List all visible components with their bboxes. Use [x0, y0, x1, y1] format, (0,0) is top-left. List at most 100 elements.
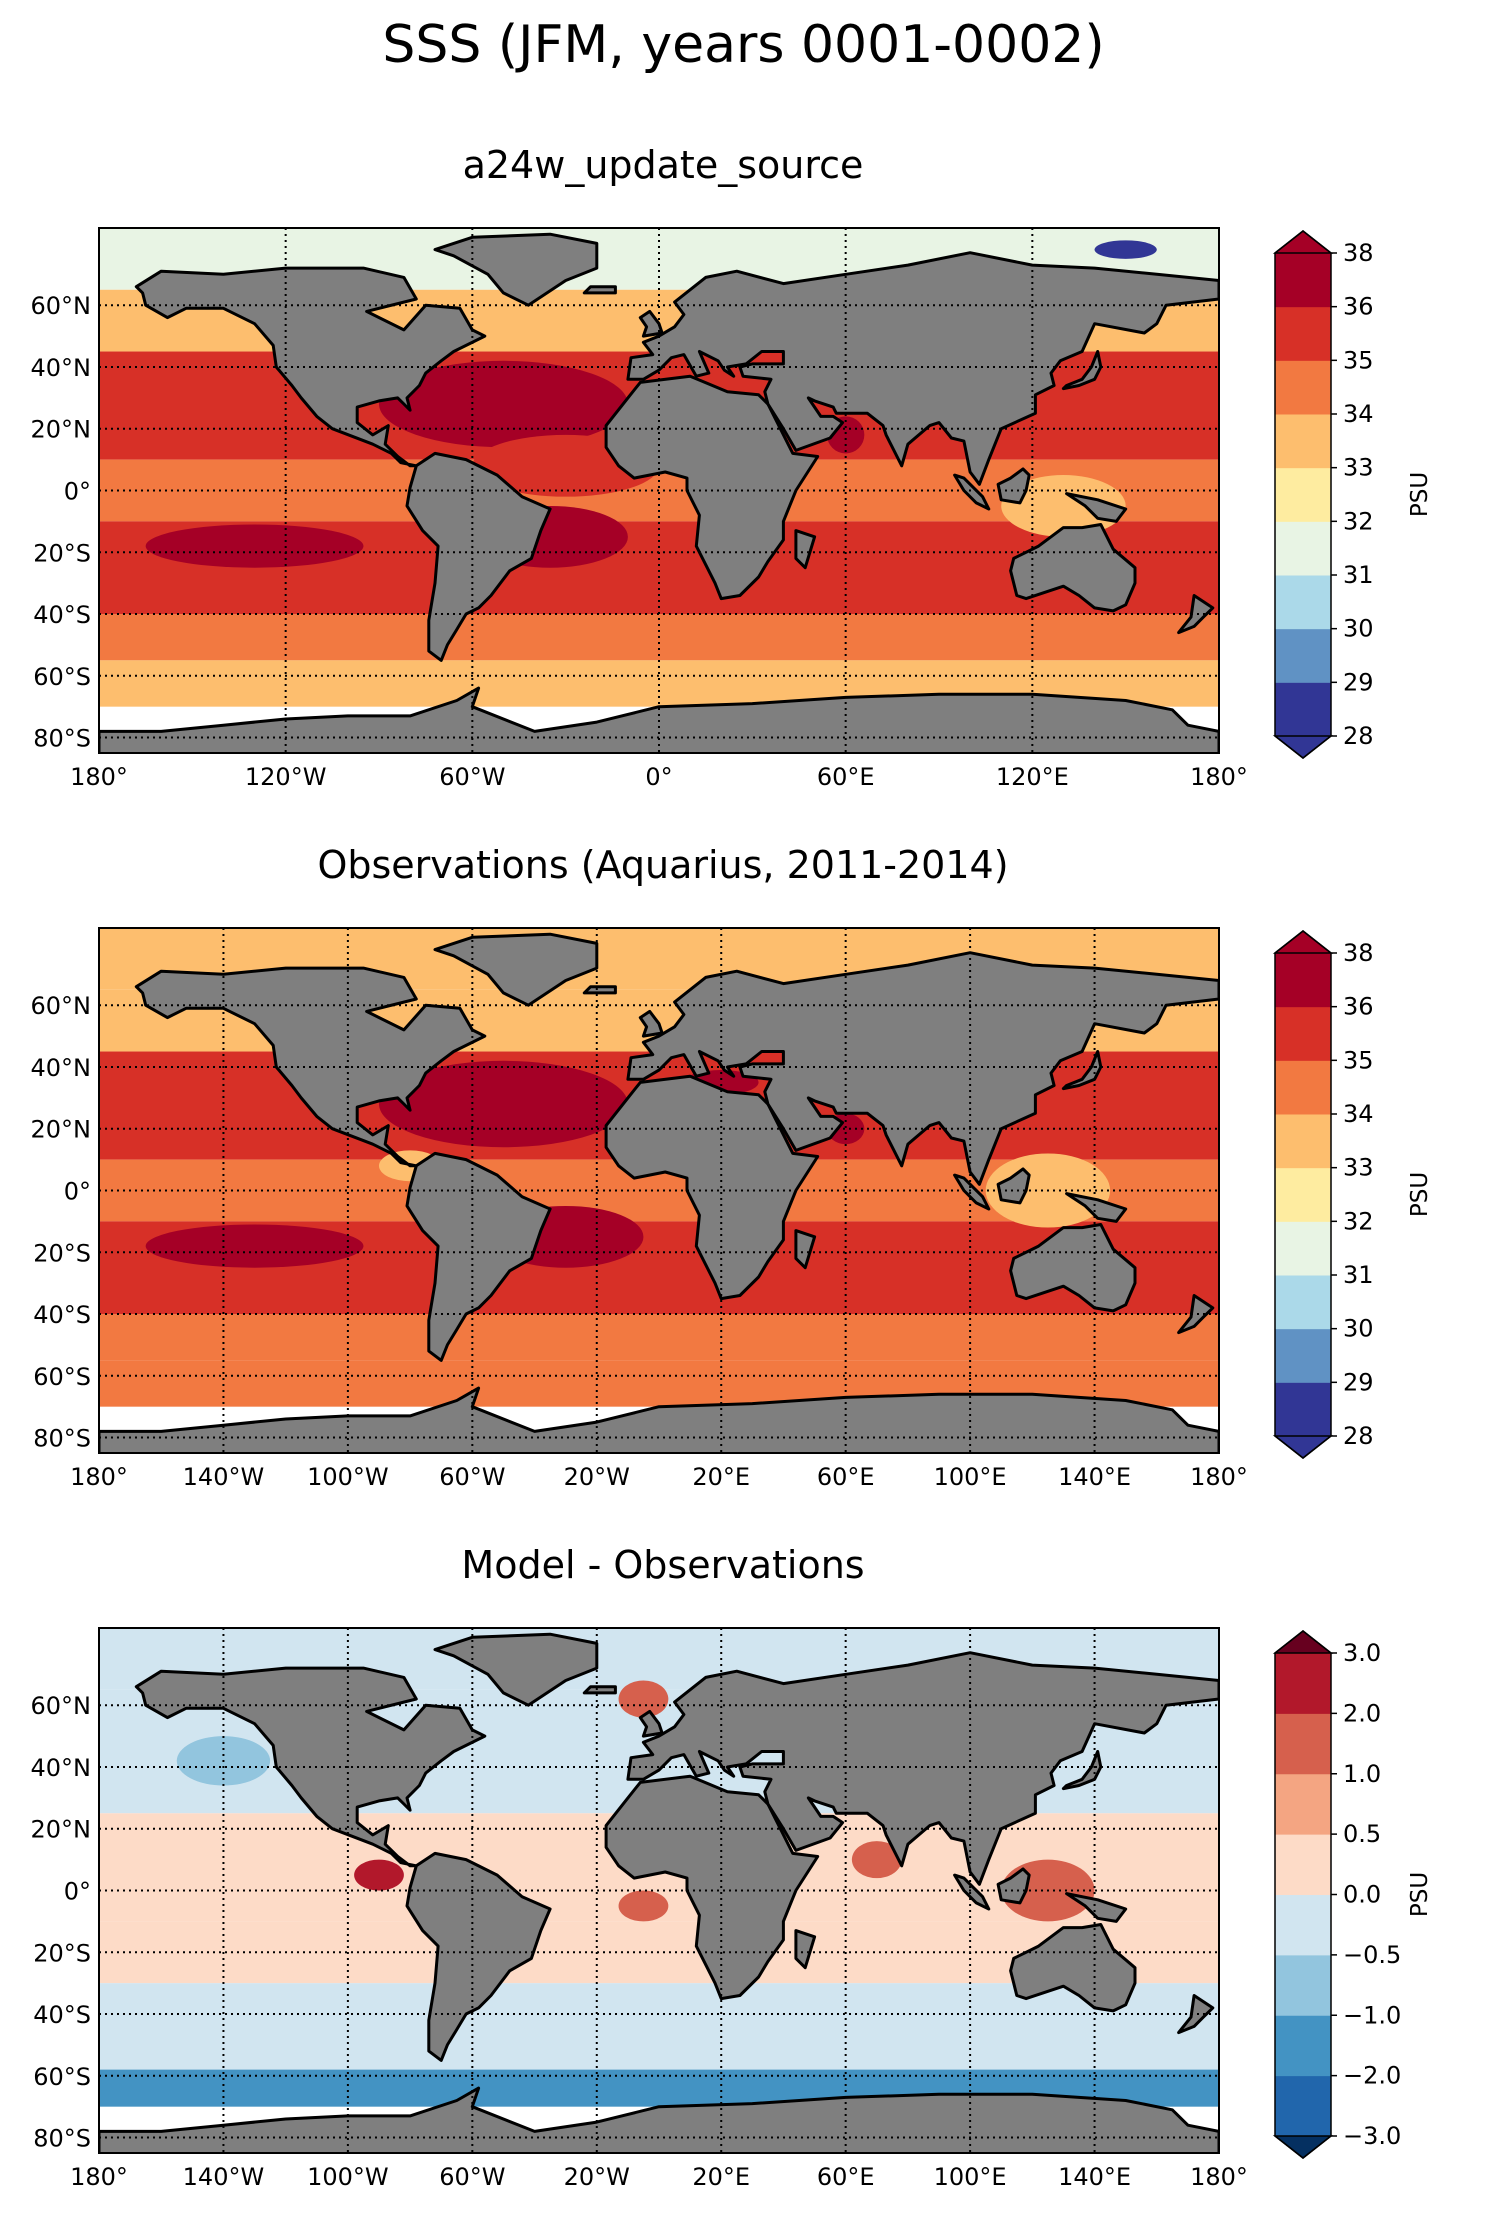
colorbar-segment [1275, 1713, 1331, 1775]
x-tick-label: 60°E [817, 1463, 875, 1491]
field-patch [354, 1859, 404, 1891]
land-madagascar [794, 529, 817, 570]
x-tick-label: 140°W [183, 1463, 265, 1491]
x-tick-label: 60°W [439, 1463, 505, 1491]
y-tick-label: 60°S [33, 663, 91, 691]
x-tick-label: 140°W [183, 2163, 265, 2191]
x-tick-label: 180° [70, 763, 128, 791]
land-iceland [582, 285, 617, 295]
colorbar-tick-label: 30 [1343, 615, 1374, 643]
x-tick-label: 180° [1190, 1463, 1248, 1491]
colorbar: 28 29 30 31 32 33 34 35 36 38 PSU [1272, 230, 1433, 759]
x-tick-label: 60°E [817, 763, 875, 791]
map-panel: 180° 140°W 100°W 60°W 20°W 20°E 60°E 100°E 140°E… [31, 927, 1248, 1491]
y-tick-label: 80°S [33, 725, 91, 753]
field-patch [379, 360, 628, 448]
colorbar-segment [1275, 1328, 1331, 1383]
colorbar: 28 29 30 31 32 33 34 35 36 38 PSU [1272, 930, 1433, 1459]
colorbar-segment [1275, 1006, 1331, 1061]
colorbar-segment [1275, 2015, 1331, 2077]
y-tick-label: 40°N [31, 354, 92, 382]
y-tick-label: 20°N [31, 416, 92, 444]
land-uk [638, 1709, 664, 1738]
land-newguinea [1065, 1192, 1128, 1223]
colorbar-segment [1275, 1275, 1331, 1330]
field-patch [851, 1841, 902, 1879]
colorbar-tick-label: 29 [1343, 668, 1374, 696]
land-greenland [433, 1632, 599, 1707]
x-tick-label: 120°E [996, 763, 1069, 791]
colorbar-under-arrow [1272, 1435, 1334, 1459]
map-frame [98, 227, 1220, 754]
colorbar-tick-label: −2.0 [1343, 2062, 1401, 2090]
colorbar-segment [1275, 1167, 1331, 1222]
colorbar-tick-label: 1.0 [1343, 1760, 1381, 1788]
y-tick-label: 20°N [31, 1816, 92, 1844]
land-eurasia [626, 951, 1219, 1186]
land-borneo [996, 1167, 1031, 1205]
colorbar-tick-label: −0.5 [1343, 1941, 1401, 1969]
x-tick-label: 140°E [1058, 1463, 1131, 1491]
colorbar-label: PSU [1407, 1172, 1433, 1217]
land-borneo [996, 467, 1031, 505]
colorbar-tick-label: 38 [1343, 939, 1374, 967]
land-greenland [433, 932, 599, 1007]
map-panel: 180° 140°W 100°W 60°W 20°W 20°E 60°E 100°E 140°E… [31, 1627, 1248, 2191]
colorbar-label: PSU [1407, 1872, 1433, 1917]
land-greenland [433, 232, 599, 307]
colorbar-under-arrow [1272, 2135, 1334, 2159]
colorbar-segment [1275, 1834, 1331, 1895]
colorbar-segment [1275, 414, 1331, 469]
y-tick-label: 20°S [33, 1239, 91, 1267]
y-tick-label: 60°N [31, 1692, 92, 1720]
land-uk [638, 309, 664, 338]
x-tick-label: 180° [70, 2163, 128, 2191]
land-africa [604, 1774, 820, 2001]
colorbar-label: PSU [1407, 472, 1433, 517]
colorbar-segment [1275, 1221, 1331, 1276]
y-tick-label: 40°S [33, 1301, 91, 1329]
colorbar-tick-label: −1.0 [1343, 2001, 1401, 2029]
y-tick-label: 40°S [33, 601, 91, 629]
field-patch [1094, 240, 1157, 259]
y-tick-label: 0° [64, 1878, 91, 1906]
colorbar-segment [1275, 521, 1331, 576]
field-patch [534, 672, 659, 692]
colorbar-tick-label: 36 [1343, 993, 1374, 1021]
colorbar-tick-label: 35 [1343, 1046, 1374, 1074]
colorbar-tick-label: −3.0 [1343, 2122, 1401, 2150]
x-tick-label: 180° [70, 1463, 128, 1491]
map-frame [98, 1627, 1220, 2154]
x-tick-label: 20°E [692, 2163, 750, 2191]
panel-title: a24w_update_source [462, 143, 864, 187]
y-tick-label: 40°N [31, 1754, 92, 1782]
field-patch [379, 1060, 628, 1148]
x-tick-label: 120°W [245, 763, 327, 791]
x-tick-label: 180° [1190, 763, 1248, 791]
x-tick-label: 100°W [307, 1463, 389, 1491]
x-tick-label: 20°W [564, 2163, 630, 2191]
colorbar-tick-label: 3.0 [1343, 1639, 1381, 1667]
colorbar-over-arrow [1272, 230, 1334, 254]
x-tick-label: 100°E [934, 1463, 1007, 1491]
colorbar-segment [1275, 253, 1331, 308]
land-japan [1061, 1050, 1103, 1091]
map-panel: 180° 120°W 60°W 0° 60°E 120°E 180° 60°N 40°N 20°N… [31, 227, 1248, 791]
y-tick-label: 60°N [31, 292, 92, 320]
land-africa [604, 1074, 820, 1301]
y-tick-label: 40°N [31, 1054, 92, 1082]
y-tick-label: 60°S [33, 1363, 91, 1391]
colorbar-segment [1275, 1382, 1331, 1437]
colorbar-segment [1275, 467, 1331, 522]
land-newguinea [1065, 1892, 1128, 1923]
colorbar-tick-label: 38 [1343, 239, 1374, 267]
land-australia [1009, 1223, 1137, 1313]
x-tick-label: 140°E [1058, 2163, 1131, 2191]
x-tick-label: 0° [645, 763, 672, 791]
colorbar-tick-label: 34 [1343, 400, 1374, 428]
zonal-band [99, 1314, 1219, 1361]
colorbar-over-arrow [1272, 930, 1334, 954]
y-tick-label: 80°S [33, 2125, 91, 2153]
panel-title: Observations (Aquarius, 2011-2014) [317, 843, 1009, 887]
x-tick-label: 20°E [692, 1463, 750, 1491]
